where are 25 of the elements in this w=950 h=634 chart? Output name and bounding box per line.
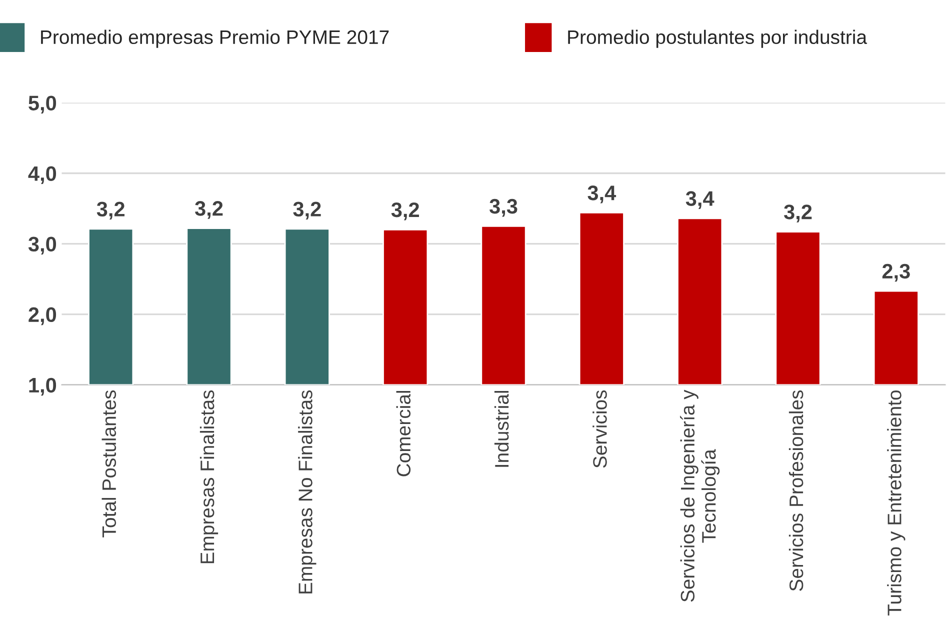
y-tick-label: 3,0 [28,236,56,255]
x-tick-label: Total Postulantes [102,390,116,538]
x-tick-label: Comercial [396,390,411,476]
data-label: 3,2 [391,202,419,220]
data-label: 3,2 [784,204,812,222]
y-tick-label: 1,0 [29,378,56,396]
data-label: 2,3 [882,264,910,282]
y-tick-label: 4,0 [28,166,56,184]
data-label: 3,4 [686,191,714,209]
x-tick-label: Empresas No Finalistas [298,390,316,594]
x-tick-label: Empresas Finalistas [200,390,218,564]
x-tick-label: Turismo y Entretenimiento [887,390,906,616]
data-label: 3,2 [293,202,321,220]
y-tick-label: 2,0 [28,307,56,326]
x-tick-label: Servicios Profesionales [788,390,804,591]
data-label: 3,2 [195,201,223,219]
data-label: 3,4 [588,186,616,204]
x-tick-label: Servicios [592,390,607,468]
data-label: 3,3 [490,198,518,217]
legend-label: Promedio empresas Premio PYME 2017 [41,30,389,48]
x-tick-label: Servicios de Ingeniería y Tecnología [680,390,720,602]
data-label: 3,2 [96,202,124,220]
x-tick-label: Industrial [494,390,509,467]
legend-label: Promedio postulantes por industria [568,30,868,48]
y-tick-label: 5,0 [28,96,56,114]
